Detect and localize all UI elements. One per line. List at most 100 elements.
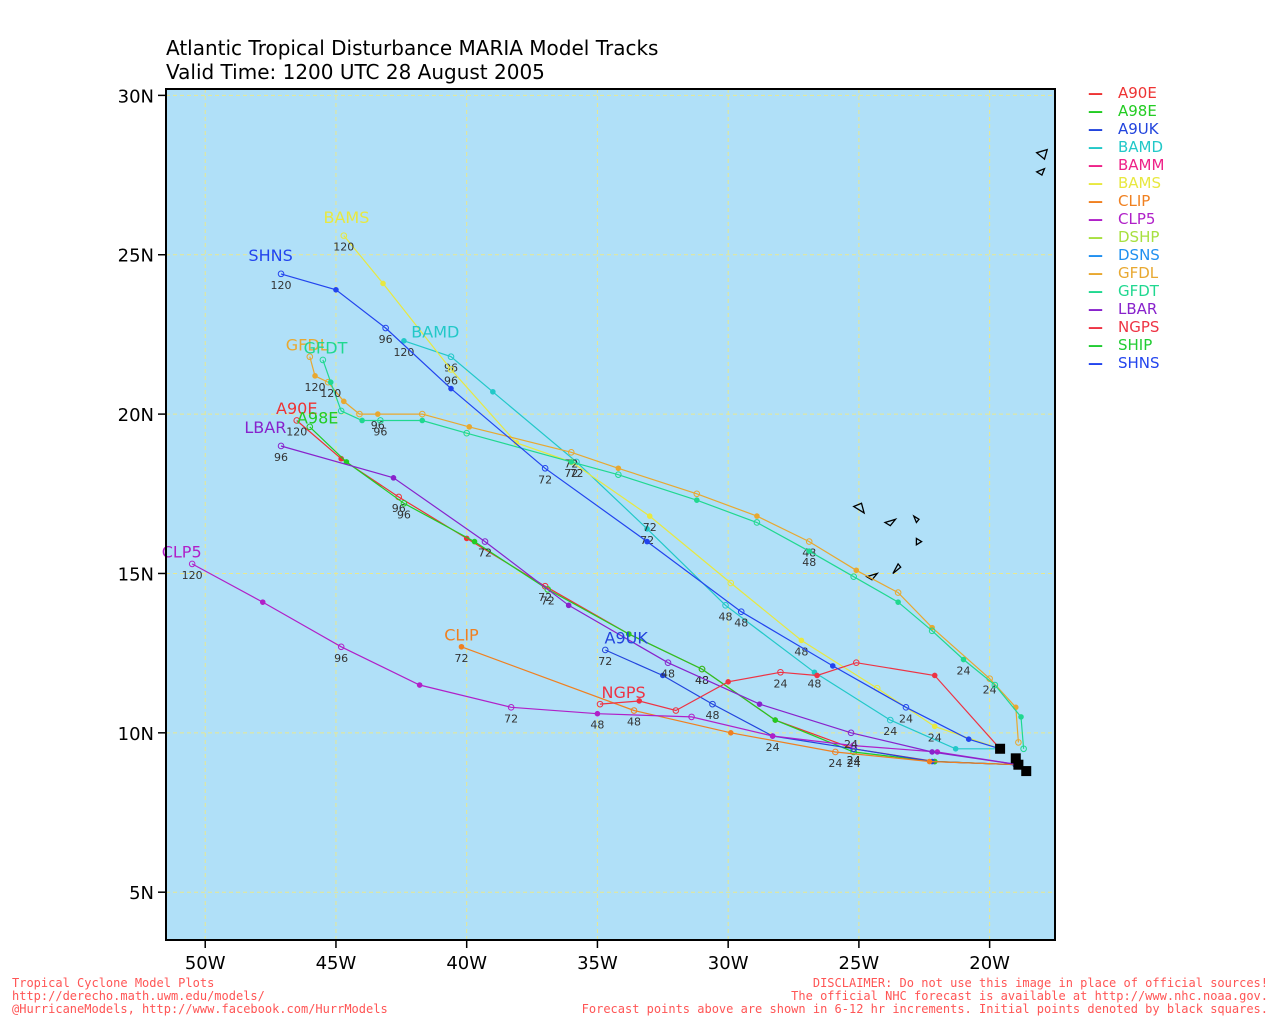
island-outline bbox=[1035, 148, 1049, 161]
track-point bbox=[928, 627, 936, 635]
track-line-clip bbox=[461, 646, 1019, 766]
track-point bbox=[541, 464, 549, 472]
track-point bbox=[277, 270, 285, 278]
track-point bbox=[319, 356, 327, 364]
model-end-label: A90E bbox=[276, 399, 317, 418]
track-point bbox=[259, 599, 266, 605]
legend-swatch: — bbox=[1088, 192, 1103, 210]
track-point bbox=[466, 424, 473, 430]
track-point bbox=[664, 659, 672, 667]
legend-swatch: — bbox=[1088, 210, 1103, 228]
legend-label: SHNS bbox=[1118, 354, 1160, 372]
forecast-hour-label: 24 bbox=[928, 731, 942, 744]
forecast-hour-label: 72 bbox=[454, 652, 468, 665]
track-point bbox=[596, 700, 604, 708]
legend-item-dsns: — DSNS bbox=[1088, 246, 1278, 264]
track-point bbox=[507, 704, 515, 711]
legend-swatch: — bbox=[1088, 84, 1103, 102]
chart-subtitle: Valid Time: 1200 UTC 28 August 2005 bbox=[166, 60, 545, 84]
forecast-hour-label: 24 bbox=[983, 684, 997, 697]
legend-item-lbar: — LBAR bbox=[1088, 300, 1278, 318]
forecast-hour-label: 72 bbox=[504, 712, 518, 725]
forecast-hour-label: 72 bbox=[564, 467, 578, 480]
footer-disclaimer: DISCLAIMER: Do not use this image in pla… bbox=[812, 976, 1268, 990]
model-end-label: SHNS bbox=[248, 246, 292, 265]
footer-official-source: The official NHC forecast is available a… bbox=[791, 989, 1268, 1003]
tick-label-lat: 5N bbox=[129, 883, 154, 904]
track-point bbox=[929, 749, 935, 755]
forecast-hour-label: 120 bbox=[286, 425, 307, 438]
footer-social[interactable]: @HurricaneModels, http://www.facebook.co… bbox=[12, 1002, 388, 1016]
track-point bbox=[852, 659, 860, 667]
track-point bbox=[769, 733, 776, 739]
forecast-hour-label: 72 bbox=[570, 467, 584, 480]
legend-swatch: — bbox=[1088, 300, 1103, 318]
model-end-label: BAMD bbox=[411, 323, 459, 342]
footer-site-name: Tropical Cyclone Model Plots bbox=[12, 976, 215, 990]
forecast-hour-label: 72 bbox=[478, 547, 492, 560]
tick-label-lon: 30W bbox=[708, 953, 749, 974]
track-line-lbar bbox=[280, 445, 1019, 766]
track-point bbox=[337, 643, 345, 651]
track-point bbox=[798, 637, 805, 644]
tick-label-lon: 40W bbox=[446, 953, 487, 974]
track-point bbox=[960, 656, 967, 663]
forecast-hour-label: 72 bbox=[643, 521, 657, 534]
forecast-hour-label: 48 bbox=[802, 556, 816, 569]
track-point bbox=[659, 672, 666, 679]
track-point bbox=[725, 679, 731, 685]
legend-swatch: — bbox=[1088, 282, 1103, 300]
island-outline bbox=[892, 562, 902, 575]
track-point bbox=[340, 232, 348, 239]
legend-label: DSNS bbox=[1118, 246, 1160, 264]
forecast-hour-label: 24 bbox=[844, 738, 858, 751]
legend-item-shns: — SHNS bbox=[1088, 354, 1278, 372]
legend-label: BAMM bbox=[1118, 156, 1165, 174]
chart-title: Atlantic Tropical Disturbance MARIA Mode… bbox=[166, 36, 659, 60]
track-point bbox=[693, 497, 700, 503]
track-point bbox=[693, 490, 701, 498]
track-point bbox=[1018, 714, 1024, 720]
legend-swatch: — bbox=[1088, 102, 1103, 120]
legend-swatch: — bbox=[1088, 156, 1103, 174]
track-point bbox=[615, 471, 622, 478]
tick-label-lon: 20W bbox=[969, 953, 1010, 974]
track-point bbox=[895, 599, 901, 605]
track-point bbox=[926, 758, 933, 765]
track-point bbox=[490, 388, 496, 395]
track-point bbox=[188, 560, 196, 568]
track-point bbox=[448, 385, 454, 392]
legend-label: LBAR bbox=[1118, 300, 1158, 318]
track-point bbox=[902, 704, 910, 711]
track-point bbox=[952, 745, 959, 752]
legend-item-dshp: — DSHP bbox=[1088, 228, 1278, 246]
forecast-hour-label: 120 bbox=[305, 381, 326, 394]
track-point bbox=[293, 417, 301, 424]
island-outline bbox=[865, 572, 880, 581]
track-point bbox=[894, 589, 902, 596]
track-point bbox=[601, 646, 609, 654]
legend-label: A90E bbox=[1118, 84, 1157, 102]
island-outline bbox=[912, 514, 920, 524]
track-point bbox=[636, 698, 643, 704]
forecast-hour-label: 72 bbox=[598, 655, 612, 668]
legend-label: GFDT bbox=[1118, 282, 1159, 300]
forecast-hour-label: 72 bbox=[541, 594, 555, 607]
track-point bbox=[382, 324, 389, 332]
forecast-hour-label: 96 bbox=[379, 333, 393, 346]
track-point bbox=[418, 410, 426, 418]
track-point bbox=[644, 538, 650, 545]
forecast-hour-label: 24 bbox=[847, 757, 861, 770]
track-point bbox=[1020, 745, 1027, 753]
track-point bbox=[814, 672, 820, 679]
legend-label: BAMS bbox=[1118, 174, 1162, 192]
forecast-hour-label: 96 bbox=[397, 508, 411, 521]
track-line-bamd bbox=[403, 340, 1001, 750]
track-point bbox=[630, 707, 638, 714]
track-point bbox=[481, 538, 489, 545]
forecast-hour-label: 120 bbox=[271, 279, 292, 292]
track-point bbox=[805, 538, 813, 545]
track-point bbox=[727, 579, 735, 587]
footer-url[interactable]: http://derecho.math.uwm.edu/models/ bbox=[12, 989, 265, 1003]
model-end-label: GFDT bbox=[304, 339, 348, 358]
